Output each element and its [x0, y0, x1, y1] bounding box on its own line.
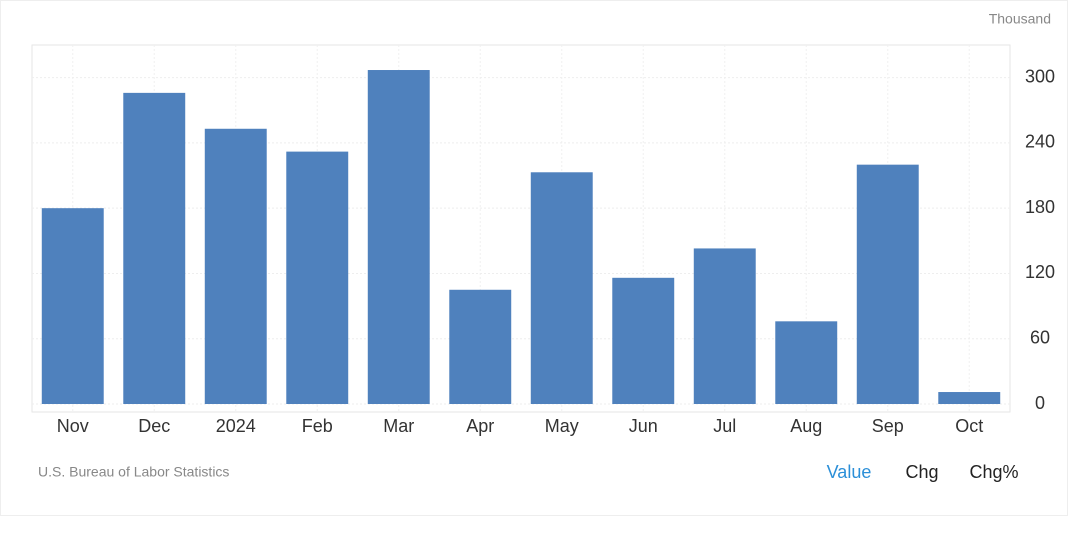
x-tick-label: Jul: [713, 416, 736, 436]
bar: [367, 70, 430, 404]
y-tick-label: 0: [1035, 393, 1045, 413]
y-tick-label: 120: [1025, 262, 1055, 282]
x-tick-label: Jun: [629, 416, 658, 436]
bar: [204, 128, 267, 404]
bar: [449, 289, 512, 404]
bar: [693, 248, 756, 404]
bar: [938, 392, 1001, 404]
unit-label: Thousand: [989, 11, 1051, 27]
y-tick-label: 240: [1025, 132, 1055, 152]
x-tick-label: Feb: [302, 416, 333, 436]
bar: [41, 208, 104, 404]
bar: [775, 321, 838, 404]
bar: [612, 277, 675, 404]
source: U.S. Bureau of Labor Statistics: [38, 464, 229, 480]
value-button[interactable]: Value: [827, 462, 872, 482]
x-tick-label: Oct: [955, 416, 983, 436]
x-tick-label: Aug: [790, 416, 822, 436]
y-tick-label: 180: [1025, 197, 1055, 217]
change-button[interactable]: Chg: [905, 462, 938, 482]
bar: [530, 172, 593, 404]
x-tick-label: Apr: [466, 416, 494, 436]
x-tick-label: May: [545, 416, 579, 436]
x-tick-label: Nov: [57, 416, 89, 436]
y-tick-label: 60: [1030, 327, 1050, 347]
bar: [856, 164, 919, 404]
bar: [286, 151, 349, 404]
x-tick-label: Mar: [383, 416, 414, 436]
x-tick-label: Dec: [138, 416, 170, 436]
x-tick-label: Sep: [872, 416, 904, 436]
bar: [123, 92, 186, 404]
plot-frame: [31, 44, 1011, 413]
x-tick-label: 2024: [216, 416, 256, 436]
change-percent-button[interactable]: Chg%: [969, 462, 1018, 482]
y-tick-label: 300: [1025, 66, 1055, 86]
